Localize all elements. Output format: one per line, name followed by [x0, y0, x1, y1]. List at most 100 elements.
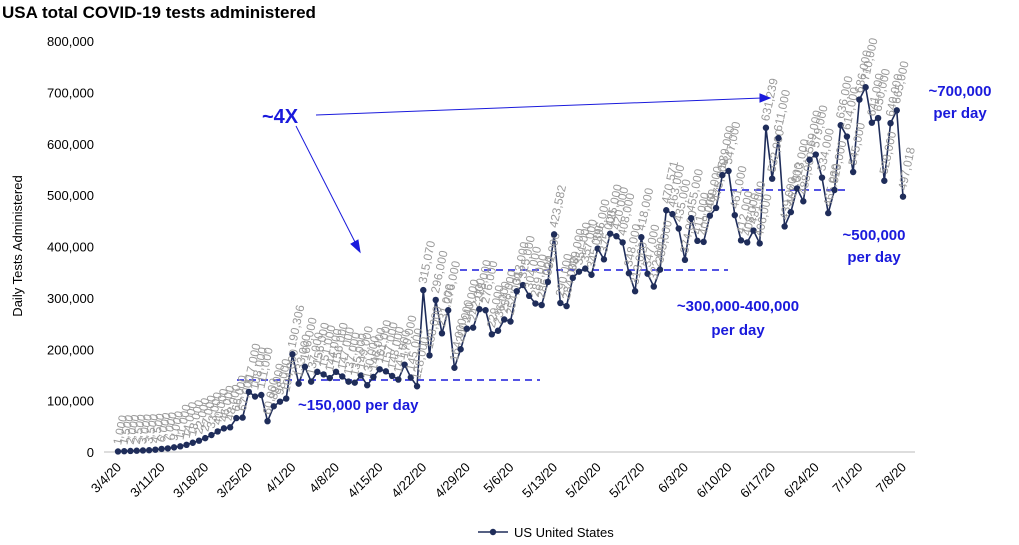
data-point — [563, 302, 570, 310]
data-point — [631, 287, 639, 295]
data-point — [488, 331, 496, 338]
data-point — [195, 437, 203, 444]
data-point — [756, 240, 763, 247]
data-point — [868, 119, 876, 126]
data-point — [494, 327, 502, 334]
x-tick-label: 5/27/20 — [606, 460, 647, 501]
data-point — [264, 417, 271, 425]
data-point — [831, 186, 838, 194]
data-point — [775, 134, 782, 142]
data-point — [114, 448, 122, 455]
data-point — [152, 446, 159, 453]
data-point — [532, 300, 539, 307]
data-point — [183, 441, 190, 449]
data-point — [245, 388, 253, 396]
data-point — [345, 378, 352, 385]
data-point — [762, 124, 770, 131]
data-point — [737, 237, 745, 244]
data-point — [376, 366, 383, 373]
data-point — [719, 171, 726, 179]
x-tick-label: 3/4/20 — [88, 460, 124, 496]
data-point — [295, 380, 302, 387]
data-point — [619, 239, 626, 246]
x-tick-label: 6/10/20 — [693, 460, 734, 501]
data-point — [501, 316, 508, 323]
x-tick-label: 4/22/20 — [388, 460, 429, 501]
data-point — [158, 445, 165, 453]
data-point — [357, 372, 365, 379]
data-point — [899, 193, 907, 200]
data-point — [881, 177, 888, 184]
y-tick-label: 800,000 — [47, 34, 94, 49]
data-point — [420, 286, 427, 294]
data-point — [569, 274, 577, 282]
y-tick-label: 700,000 — [47, 85, 94, 100]
y-tick-label: 200,000 — [47, 342, 94, 357]
data-point — [426, 352, 433, 359]
data-point — [395, 376, 402, 383]
data-point — [588, 271, 595, 278]
data-point — [787, 208, 795, 216]
data-label: 423,582 — [546, 183, 569, 229]
data-point — [744, 239, 751, 246]
data-point — [825, 209, 832, 217]
annotation: ~300,000-400,000 per day — [677, 298, 799, 339]
data-point — [638, 234, 645, 241]
data-point — [513, 287, 520, 295]
annotation: ~4X — [262, 106, 299, 128]
data-point — [681, 256, 689, 264]
data-point — [145, 447, 153, 454]
data-point — [849, 168, 857, 176]
data-label: 4,500 — [148, 412, 168, 445]
y-axis-title: Daily Tests Administered — [10, 175, 25, 316]
data-label: 665,000 — [889, 59, 912, 105]
data-point — [525, 292, 533, 300]
x-tick-label: 6/24/20 — [781, 460, 822, 501]
y-tick-label: 300,000 — [47, 291, 94, 306]
data-point — [351, 379, 358, 386]
data-point — [812, 151, 819, 158]
data-point — [326, 374, 334, 382]
data-point — [170, 444, 178, 451]
data-point — [258, 391, 265, 399]
data-point — [818, 174, 826, 181]
data-point — [233, 414, 240, 422]
data-point — [594, 245, 601, 252]
data-point — [644, 270, 651, 277]
chart-title: USA total COVID-19 tests administered — [2, 3, 316, 22]
data-point — [687, 215, 695, 222]
data-point — [793, 185, 801, 192]
data-point — [320, 371, 327, 378]
data-point — [413, 383, 421, 390]
data-point — [239, 414, 246, 421]
data-point — [706, 212, 714, 219]
data-point — [893, 107, 900, 114]
x-tick-label: 7/8/20 — [873, 460, 909, 496]
x-tick-label: 4/29/20 — [432, 460, 473, 501]
data-point — [251, 393, 259, 400]
data-point — [600, 256, 608, 263]
x-tick-label: 6/3/20 — [655, 460, 691, 496]
data-point — [432, 296, 439, 304]
data-point — [133, 447, 140, 454]
data-point — [650, 283, 657, 290]
legend-label: US United States — [514, 525, 614, 540]
arrows — [295, 93, 772, 254]
data-point — [837, 122, 844, 129]
data-point — [289, 351, 296, 358]
data-point — [127, 447, 134, 455]
data-point — [700, 238, 707, 246]
data-point — [139, 447, 147, 454]
data-point — [469, 324, 477, 331]
data-point — [663, 207, 670, 214]
x-tick-label: 5/20/20 — [563, 460, 604, 501]
data-point — [582, 265, 589, 272]
data-point — [339, 373, 346, 380]
data-point — [226, 424, 234, 431]
data-point — [725, 167, 732, 175]
data-point — [463, 325, 471, 332]
data-point — [121, 448, 128, 455]
data-point — [482, 307, 489, 314]
data-label: 497,018 — [895, 146, 918, 192]
